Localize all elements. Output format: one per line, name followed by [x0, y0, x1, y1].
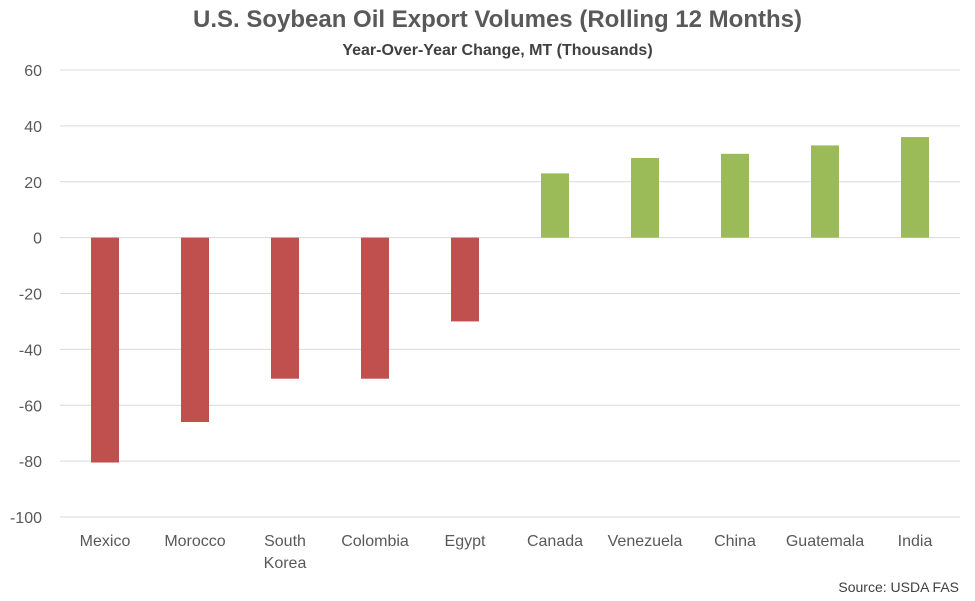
- x-tick-label: Venezuela: [608, 533, 683, 550]
- bar-egypt: [451, 237, 479, 322]
- chart-title: U.S. Soybean Oil Export Volumes (Rolling…: [193, 6, 802, 33]
- y-tick-label: -80: [19, 454, 42, 471]
- chart-subtitle: Year-Over-Year Change, MT (Thousands): [342, 42, 653, 59]
- bar-mexico: [91, 237, 119, 463]
- y-tick-label: -40: [19, 342, 42, 359]
- y-tick-label: 40: [24, 119, 42, 136]
- x-axis-labels: Mexico Morocco South Korea Colombia Egypt Cana…: [80, 533, 933, 572]
- y-tick-label: 0: [33, 231, 42, 248]
- bar-india: [901, 137, 929, 238]
- bar-colombia: [361, 237, 389, 379]
- y-tick-label: -60: [19, 398, 42, 415]
- bar-morocco: [181, 237, 209, 423]
- y-tick-label: 60: [24, 63, 42, 80]
- x-tick-label: Canada: [527, 533, 583, 550]
- y-axis-ticks: 60 40 20 0 -20 -40 -60 -80 -100: [10, 63, 42, 527]
- x-tick-label: Egypt: [445, 533, 486, 550]
- x-tick-label: Morocco: [164, 533, 225, 550]
- bar-venezuela: [631, 158, 659, 238]
- y-tick-label: -20: [19, 287, 42, 304]
- y-tick-label: -100: [10, 510, 42, 527]
- bar-china: [721, 153, 749, 238]
- bar-south-korea: [271, 237, 299, 379]
- x-tick-label: Colombia: [341, 533, 409, 550]
- bar-canada: [541, 173, 569, 238]
- gridlines: [60, 69, 960, 518]
- x-tick-label: Guatemala: [786, 533, 864, 550]
- y-tick-label: 20: [24, 175, 42, 192]
- x-tick-label: Mexico: [80, 533, 131, 550]
- x-tick-label: South Korea: [264, 533, 307, 572]
- x-tick-label: India: [898, 533, 933, 550]
- x-tick-label: China: [714, 533, 756, 550]
- bar-guatemala: [811, 145, 839, 238]
- bars: [91, 137, 929, 463]
- source-note: Source: USDA FAS: [838, 579, 959, 595]
